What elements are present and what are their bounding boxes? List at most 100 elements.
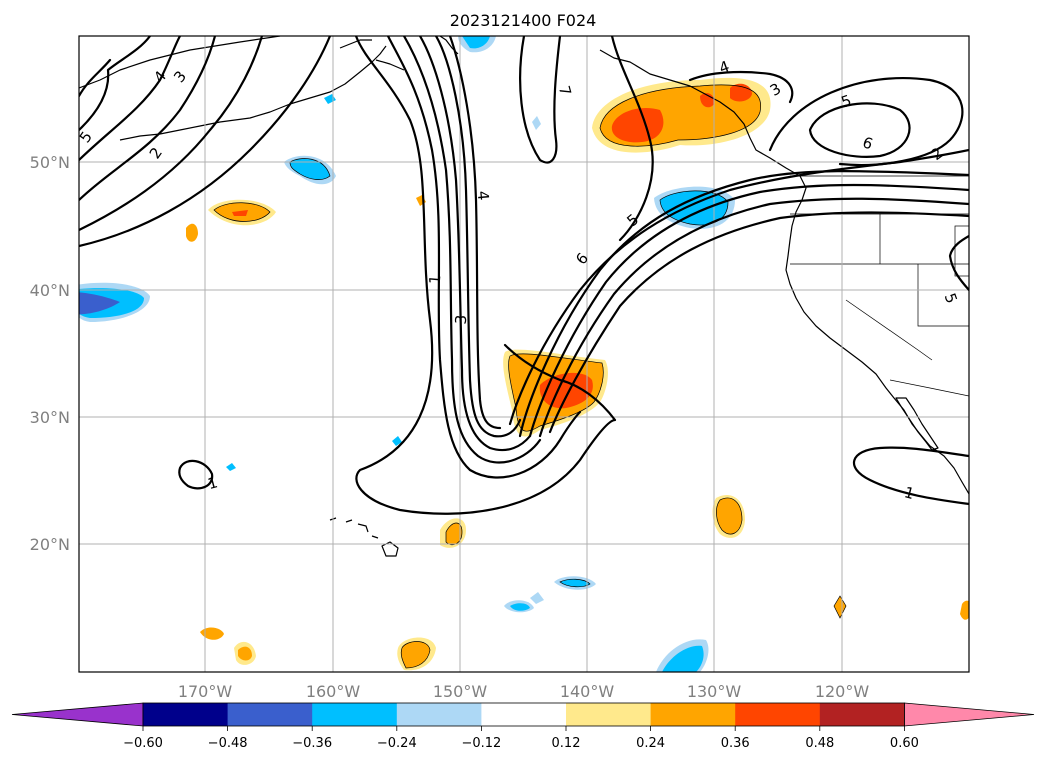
lat-label: 40°N: [30, 281, 70, 300]
contour-west-d: [79, 36, 332, 248]
contour-closed-six: [808, 102, 911, 158]
colorbar-tick-label: −0.48: [208, 736, 248, 751]
positive-anomaly-small-4-mid: [446, 523, 462, 545]
lat-label: 50°N: [30, 153, 70, 172]
negative-anomaly-small-f: [532, 116, 541, 130]
contour-3: [418, 36, 532, 452]
colorbar-extend-low: [11, 702, 144, 727]
contour-one-se: [852, 446, 969, 506]
contour-seven: [519, 36, 562, 164]
negative-anomaly-small-e: [226, 463, 236, 471]
lon-label: 160°W: [306, 682, 361, 701]
positive-anomaly-small-9: [960, 600, 969, 620]
contour-1: [386, 36, 582, 479]
aleutian-islands: [119, 45, 387, 141]
contour-three-coast: [688, 70, 794, 104]
contour-outer: [354, 36, 617, 515]
colorbar-tick-label: 0.60: [890, 736, 919, 751]
colorbar-segment: [481, 703, 567, 726]
contour-5: [448, 36, 502, 430]
north-america-west-coast: [785, 199, 969, 495]
contour-2: [402, 36, 542, 464]
map-frame: [78, 35, 970, 673]
negative-anomaly-pacific-nw-mid: [660, 190, 728, 226]
colorbar-segment: [819, 703, 905, 726]
positive-anomaly-gulf-alaska-strong: [611, 107, 664, 143]
colorbar-segment: [396, 703, 482, 726]
lat-label: 30°N: [30, 408, 70, 427]
coastlines: [79, 36, 969, 557]
us-mexico-border: [889, 379, 969, 397]
contour-east-loop: [610, 36, 654, 242]
latitude-labels: 50°N 40°N 30°N 20°N: [30, 153, 70, 554]
colorbar-tick-label: 0.12: [552, 736, 581, 751]
contour-west-b: [79, 36, 217, 202]
positive-anomaly-small-1-core: [232, 210, 248, 216]
jet-arc-2: [528, 183, 969, 438]
colorbar-segment: [650, 703, 736, 726]
colorbar-tick-label: −0.60: [123, 736, 163, 751]
contour-one-small: [178, 459, 214, 490]
negative-anomaly-small-a-mid: [560, 579, 590, 587]
colorbar-frame: [142, 702, 905, 727]
figure-title: 2023121400 F024: [450, 11, 597, 30]
inset-box: [954, 225, 969, 277]
colorbar-tick-label: 0.36: [721, 736, 750, 751]
contour-label: 7: [555, 84, 575, 98]
contour-five-ring: [768, 76, 964, 167]
contour-label: 1: [902, 483, 916, 503]
colorbar-tick-label: −0.24: [377, 736, 417, 751]
contour-label: 1: [206, 473, 220, 493]
alaska-coastline: [79, 36, 281, 89]
jet-arc-1: [518, 169, 969, 438]
colorbar-tick-label: −0.12: [461, 736, 501, 751]
contour-label: 3: [452, 314, 471, 325]
kodiak-islands: [339, 39, 405, 71]
jet-arc-3: [538, 197, 969, 438]
negative-anomaly-west-edge-strong: [79, 292, 120, 315]
lon-label: 140°W: [560, 682, 615, 701]
negative-anomaly-small-c: [530, 592, 544, 604]
colorbar-segment: [227, 703, 313, 726]
colorbar-ticks: −0.60 −0.48 −0.36 −0.24 −0.12 0.12 0.24 0.36 0.4…: [123, 726, 919, 751]
colorbar-extend-high: [904, 702, 1035, 727]
colorbar-tick-label: −0.36: [292, 736, 332, 751]
negative-anomaly-small-d: [392, 436, 402, 446]
positive-anomaly-small-5-mid: [401, 641, 430, 668]
jet-arc-4: [548, 211, 969, 434]
positive-anomaly-small-3-mid: [716, 498, 742, 535]
contour-east-edge: [948, 234, 969, 292]
political-borders: [790, 175, 969, 397]
colorbar: −0.60 −0.48 −0.36 −0.24 −0.12 0.12 0.24 0.36 0.4…: [11, 702, 1035, 751]
colorbar-tick-label: 0.24: [636, 736, 665, 751]
negative-anomaly-top-mid: [462, 36, 490, 49]
lon-label: 130°W: [687, 682, 742, 701]
contour-label: 1: [426, 274, 445, 285]
contour-west-c: [79, 36, 264, 232]
colorbar-segment: [312, 703, 398, 726]
lon-label: 150°W: [433, 682, 488, 701]
contour-west-a: [79, 36, 182, 162]
positive-anomaly-small-2: [186, 223, 198, 242]
map-panel: 5 4 3 2 7 4 3 5 6 2 1 3 4 5 6 1 1 5: [79, 36, 969, 672]
negative-anomaly-north-pacific-mid: [290, 158, 330, 180]
colorbar-segments: [11, 702, 1035, 727]
contour-lines: [79, 36, 969, 515]
contour-label: 4: [474, 190, 493, 201]
contour-west-f: [79, 58, 112, 98]
contour-4: [434, 36, 522, 438]
lon-label: 120°W: [815, 682, 870, 701]
colorbar-tick-label: 0.48: [805, 736, 834, 751]
colorbar-segment: [566, 703, 652, 726]
lat-label: 20°N: [30, 535, 70, 554]
colorbar-segment: [735, 703, 821, 726]
colorbar-segment: [143, 703, 229, 726]
lon-label: 170°W: [178, 682, 233, 701]
longitude-labels: 170°W 160°W 150°W 140°W 130°W 120°W: [178, 682, 870, 701]
negative-anomaly-small-b-mid: [510, 603, 530, 611]
baja-california: [895, 397, 939, 451]
positive-anomaly-small-7-mid: [238, 646, 252, 661]
contour-west-e: [79, 36, 152, 132]
hawaii-big-island: [381, 541, 399, 557]
